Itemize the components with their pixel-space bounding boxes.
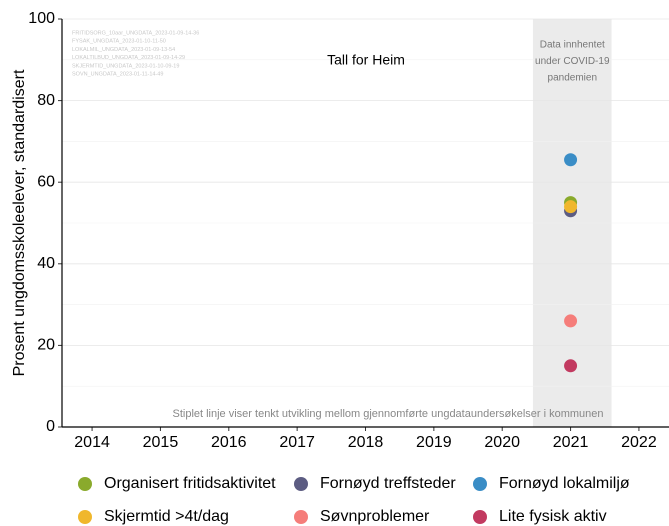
legend-label: Fornøyd lokalmiljø (499, 475, 630, 492)
legend-label: Søvnproblemer (320, 508, 430, 525)
legend-swatch (473, 477, 487, 491)
chart-title: Tall for Heim (327, 52, 405, 68)
shade-label: Data innhentet (540, 40, 605, 51)
y-tick-label: 60 (37, 173, 55, 190)
source-note: LOKALMIL_UNGDATA_2023-01-09-13-54 (72, 47, 175, 53)
legend-label: Fornøyd treffsteder (320, 475, 456, 492)
data-point (564, 359, 578, 373)
x-tick-label: 2016 (211, 434, 247, 451)
legend-swatch (294, 510, 308, 524)
legend-label: Organisert fritidsaktivitet (104, 475, 276, 492)
legend-swatch (473, 510, 487, 524)
x-tick-label: 2017 (279, 434, 315, 451)
shade-label: pandemien (548, 73, 597, 84)
y-tick-label: 80 (37, 92, 55, 109)
legend-label: Lite fysisk aktiv (499, 508, 607, 525)
x-tick-label: 2020 (484, 434, 520, 451)
legend-swatch (294, 477, 308, 491)
shade-label: under COVID-19 (535, 56, 610, 67)
y-tick-label: 40 (37, 255, 55, 272)
source-note: FYSAK_UNGDATA_2023-01-10-11-50 (72, 39, 166, 45)
source-note: FRITIDSORG_10aar_UNGDATA_2023-01-09-14-3… (72, 30, 199, 36)
data-point (564, 153, 578, 167)
x-tick-label: 2021 (553, 434, 589, 451)
legend-swatch (78, 477, 92, 491)
source-note: LOKALTILBUD_UNGDATA_2023-01-09-14-29 (72, 55, 185, 61)
y-axis-label: Prosent ungdomsskoleelever, standardiser… (11, 69, 28, 376)
x-tick-label: 2014 (74, 434, 110, 451)
y-tick-label: 0 (46, 418, 55, 435)
data-point (564, 314, 578, 328)
y-tick-label: 100 (28, 10, 55, 27)
legend-label: Skjermtid >4t/dag (104, 508, 229, 525)
source-note: SKJERMTID_UNGDATA_2023-01-10-09-19 (72, 63, 179, 69)
y-tick-label: 20 (37, 337, 55, 354)
x-tick-label: 2015 (143, 434, 179, 451)
x-tick-label: 2019 (416, 434, 452, 451)
x-tick-label: 2018 (348, 434, 384, 451)
legend-swatch (78, 510, 92, 524)
data-point (564, 200, 578, 214)
x-tick-label: 2022 (621, 434, 657, 451)
source-note: SOVN_UNGDATA_2023-01-11-14-49 (72, 71, 163, 77)
footnote: Stiplet linje viser tenkt utvikling mell… (172, 408, 603, 420)
